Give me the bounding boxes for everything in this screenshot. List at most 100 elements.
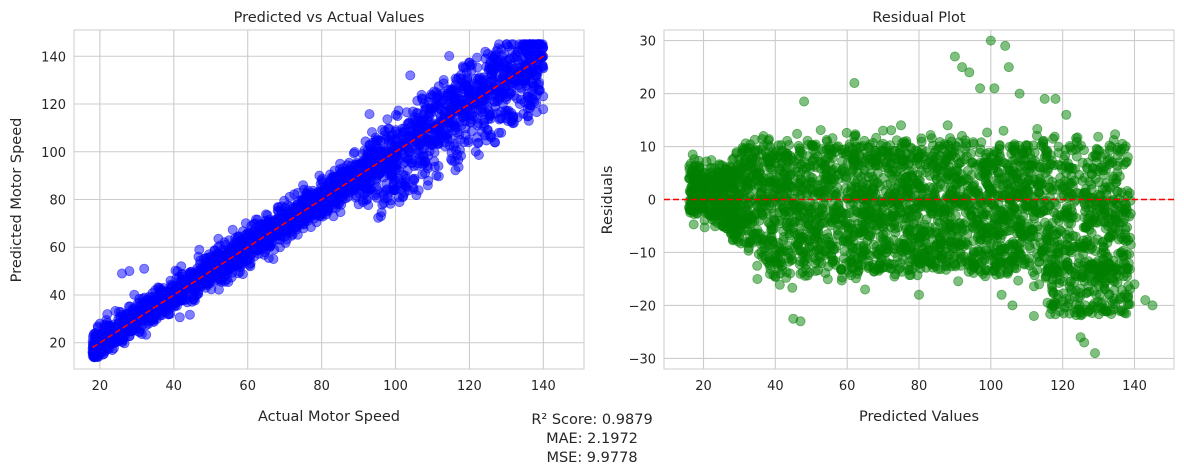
scatter-point [174,312,185,323]
scatter-point [451,74,462,85]
scatter-point [520,75,531,86]
scatter-point [456,120,467,131]
y-tick-label: 60 [49,241,66,256]
scatter-point [1125,232,1136,243]
scatter-point [390,184,401,195]
scatter-point [250,218,261,229]
scatter-point [390,109,401,120]
scatter-point [407,173,418,184]
scatter-point [139,263,150,274]
scatter-point [417,115,428,126]
scatter-point [459,137,470,148]
scatter-point [472,62,483,73]
scatter-point [994,139,1005,150]
x-tick-label: 120 [457,379,482,394]
scatter-point [367,147,378,158]
scatter-point [410,148,421,159]
y-tick-label: 120 [41,98,66,113]
scatter-point [512,46,523,57]
scatter-point [213,242,224,253]
scatter-point [131,320,142,331]
scatter-point [953,276,964,287]
scatter-point [194,258,205,269]
scatter-point [998,125,1009,136]
scatter-point [263,252,274,263]
scatter-point [184,309,195,320]
y-tick-label: 80 [49,194,66,209]
scatter-point [516,94,527,105]
scatter-point [400,180,411,191]
scatter-point [335,158,346,169]
scatter-point [353,199,364,210]
y-axis-label: Predicted Motor Speed [9,118,25,283]
scatter-point [185,266,196,277]
scatter-point [460,62,471,73]
scatter-point [533,39,544,50]
scatter-point [87,347,98,358]
scatter-point [480,96,491,107]
scatter-point [463,85,474,96]
scatter-point [482,48,493,59]
scatter-point [519,53,530,64]
scatter-point [533,79,544,90]
scatter-point [471,79,482,90]
scatter-point [481,135,492,146]
scatter-point [311,187,322,198]
scatter-point [950,210,961,221]
scatter-point [412,95,423,106]
scatter-point [422,180,433,191]
scatter-point [346,165,357,176]
chart-title: Predicted vs Actual Values [234,10,425,26]
scatter-point [316,175,327,186]
scatter-point [792,128,803,139]
scatter-point [839,246,850,257]
scatter-point [375,211,386,222]
x-tick-labels: 20 40 60 80 100 120 140 [92,379,556,394]
scatter-point [150,285,161,296]
scatter-point [213,233,224,244]
x-tick-label: 100 [383,379,408,394]
scatter-point [398,191,409,202]
scatter-point [378,189,389,200]
scatter-point [279,208,290,219]
x-tick-label: 60 [239,379,256,394]
scatter-point [371,134,382,145]
scatter-point [496,113,507,124]
scatter-point [434,103,445,114]
scatter-point [470,146,481,157]
scatter-point [538,63,549,74]
scatter-point [201,279,212,290]
scatter-point [292,218,303,229]
scatter-point [390,125,401,136]
scatter-point [420,168,431,179]
scatter-point [1113,248,1124,259]
y-tick-label: 40 [49,289,66,304]
scatter-point [346,184,357,195]
scatter-point [1089,237,1100,248]
scatter-point [399,126,410,137]
scatter-point [168,289,179,300]
scatter-point [430,123,441,134]
scatter-point [982,127,993,138]
scatter-point [461,76,472,87]
scatter-point [94,318,105,329]
scatter-point [284,191,295,202]
scatter-point [213,269,224,280]
scatter-point [91,332,102,343]
scatter-point [336,191,347,202]
scatter-point [925,129,936,140]
scatter-point [450,93,461,104]
scatter-point [298,180,309,191]
scatter-point [493,127,504,138]
scatter-point [205,251,216,262]
scatter-point [261,239,272,250]
scatter-point [158,305,169,316]
scatter-point [752,260,763,271]
scatter-point [472,52,483,63]
scatter-point [822,274,833,285]
scatter-point [484,111,495,122]
scatter-point [365,177,376,188]
scatter-points [87,39,549,363]
